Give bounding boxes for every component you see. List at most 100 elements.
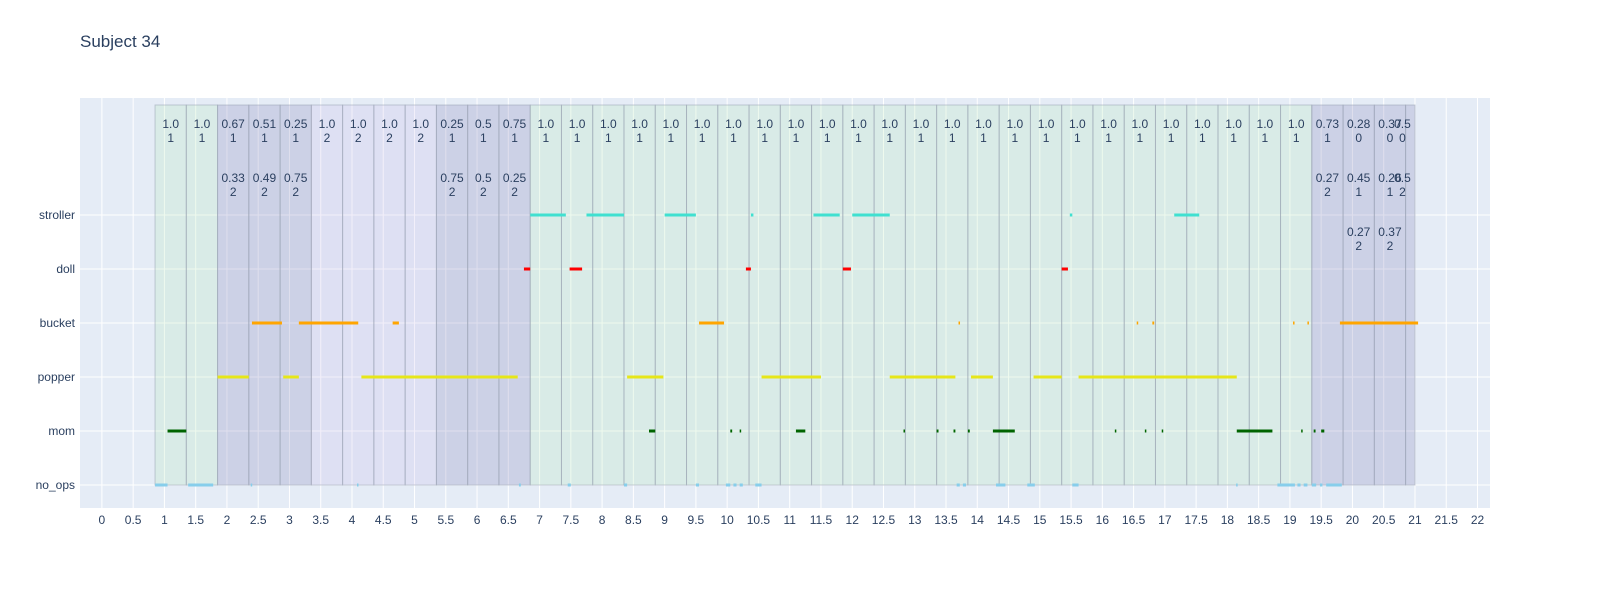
segment-band — [248, 104, 281, 486]
x-tick-label: 18.5 — [1247, 513, 1271, 527]
event-bar-mom — [795, 429, 806, 433]
segment-band — [217, 104, 250, 486]
annotation-value: 1.0 — [631, 117, 648, 131]
x-tick-label: 4 — [349, 513, 356, 527]
x-tick-label: 6.5 — [500, 513, 517, 527]
annotation-label: 2 — [292, 185, 299, 199]
event-bar-bucket — [1339, 321, 1419, 325]
annotation-value: 0.5 — [1394, 117, 1411, 131]
annotation-value: 0.27 — [1347, 225, 1371, 239]
x-tick-label: 16.5 — [1122, 513, 1146, 527]
event-bar-no-ops — [250, 483, 253, 487]
annotation-label: 2 — [1324, 185, 1331, 199]
annotation-value: 1.0 — [881, 117, 898, 131]
segment-band — [842, 104, 875, 486]
segment-band — [279, 104, 312, 486]
annotation-value: 0.27 — [1316, 171, 1340, 185]
annotation-label: 2 — [355, 131, 362, 145]
annotation-value: 0.67 — [222, 117, 246, 131]
event-bar-no-ops — [996, 483, 1006, 487]
annotation-label: 2 — [417, 131, 424, 145]
segment-band — [654, 104, 688, 486]
segment-band — [498, 104, 531, 486]
annotation-value: 1.0 — [350, 117, 367, 131]
annotation-value: 0.75 — [284, 171, 308, 185]
annotation-label: 2 — [480, 185, 487, 199]
segment-band — [592, 104, 625, 486]
event-bar-no-ops — [1319, 483, 1323, 487]
x-tick-label: 6 — [474, 513, 481, 527]
segment-band — [1092, 104, 1125, 486]
event-bar-popper — [1078, 375, 1237, 379]
annotation-label: 1 — [918, 131, 925, 145]
event-bar-mom — [739, 429, 742, 433]
x-tick-label: 20.5 — [1372, 513, 1396, 527]
event-bar-bucket — [1307, 321, 1309, 325]
annotation-value: 1.0 — [975, 117, 992, 131]
x-tick-label: 0.5 — [125, 513, 142, 527]
event-bar-bucket — [251, 321, 282, 325]
chart-title: Subject 34 — [80, 32, 161, 51]
segment-band — [1280, 104, 1313, 486]
event-bar-no-ops — [188, 483, 214, 487]
event-bar-mom — [730, 429, 733, 433]
event-bar-stroller — [586, 213, 624, 217]
annotation-value: 1.0 — [1225, 117, 1242, 131]
event-bar-no-ops — [1326, 483, 1342, 487]
segment-band — [342, 104, 375, 486]
annotation-value: 1.0 — [319, 117, 336, 131]
segment-band — [404, 104, 437, 486]
segment-band — [779, 104, 813, 486]
segment-band — [1217, 104, 1250, 486]
event-bar-popper — [971, 375, 993, 379]
x-tick-label: 1.5 — [187, 513, 204, 527]
y-tick-label: stroller — [39, 208, 75, 222]
annotation-label: 1 — [511, 131, 518, 145]
annotation-label: 2 — [1399, 185, 1406, 199]
annotation-value: 1.0 — [788, 117, 805, 131]
x-tick-label: 22 — [1471, 513, 1485, 527]
annotation-label: 2 — [449, 185, 456, 199]
x-tick-label: 9 — [661, 513, 668, 527]
x-tick-label: 15.5 — [1059, 513, 1083, 527]
annotation-value: 0.28 — [1347, 117, 1371, 131]
annotation-label: 1 — [1199, 131, 1206, 145]
x-tick-label: 8 — [599, 513, 606, 527]
annotation-label: 1 — [1387, 185, 1394, 199]
event-bar-bucket — [1136, 321, 1139, 325]
event-bar-no-ops — [962, 483, 967, 487]
annotation-label: 1 — [542, 131, 549, 145]
annotation-label: 1 — [230, 131, 237, 145]
annotation-value: 0.26 — [1378, 171, 1402, 185]
annotation-value: 1.0 — [1132, 117, 1149, 131]
event-bar-no-ops — [956, 483, 960, 487]
segment-band — [154, 104, 187, 486]
event-bar-bucket — [298, 321, 359, 325]
x-tick-label: 18 — [1221, 513, 1235, 527]
annotation-value: 1.0 — [913, 117, 930, 131]
annotation-label: 1 — [855, 131, 862, 145]
x-tick-label: 10 — [720, 513, 734, 527]
segment-band — [529, 104, 562, 486]
annotation-label: 1 — [949, 131, 956, 145]
x-tick-label: 15 — [1033, 513, 1047, 527]
x-tick-label: 12.5 — [872, 513, 896, 527]
annotation-value: 1.0 — [1069, 117, 1086, 131]
annotation-label: 2 — [1355, 239, 1362, 253]
annotation-value: 1.0 — [537, 117, 554, 131]
annotation-value: 0.5 — [475, 117, 492, 131]
segment-band — [623, 104, 656, 486]
annotation-value: 1.0 — [1257, 117, 1274, 131]
x-tick-label: 12 — [846, 513, 860, 527]
annotation-label: 1 — [1324, 131, 1331, 145]
segment-band — [1373, 104, 1407, 486]
annotation-value: 0.75 — [503, 117, 527, 131]
event-bar-stroller — [1174, 213, 1200, 217]
annotation-label: 1 — [480, 131, 487, 145]
annotation-value: 0.75 — [440, 171, 464, 185]
event-bar-mom — [1236, 429, 1273, 433]
segment-band — [1405, 104, 1416, 486]
annotation-label: 1 — [730, 131, 737, 145]
annotation-value: 1.0 — [1038, 117, 1055, 131]
annotation-value: 1.0 — [1194, 117, 1211, 131]
